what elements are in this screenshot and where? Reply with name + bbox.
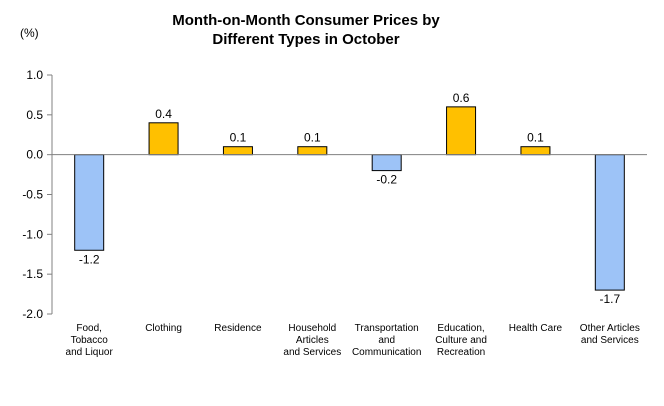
data-label-7: -1.7 bbox=[599, 292, 620, 306]
x-tick-label-line: Articles bbox=[296, 335, 329, 346]
data-label-0: -1.2 bbox=[79, 252, 100, 266]
bar-3 bbox=[297, 146, 328, 156]
data-label-3: 0.1 bbox=[304, 131, 321, 145]
x-tick-label-line: Food, bbox=[76, 323, 102, 334]
x-tick-label-line: Other Articles bbox=[580, 323, 640, 334]
bar-0 bbox=[74, 154, 105, 251]
x-tick-label-line: Household bbox=[288, 323, 336, 334]
x-tick-label-line: and Services bbox=[581, 335, 639, 346]
chart-title-line-2: Different Types in October bbox=[212, 31, 399, 48]
x-tick-label-line: Transportation bbox=[355, 323, 419, 334]
bars-group bbox=[74, 106, 625, 291]
x-tick-label-line: Communication bbox=[352, 347, 421, 358]
data-label-6: 0.1 bbox=[527, 131, 544, 145]
data-labels-group: -1.2 0.4 0.1 0.1 -0.2 0.6 0.1 -1.7 bbox=[79, 91, 621, 306]
x-tick-label-line: Residence bbox=[214, 323, 262, 334]
data-label-1: 0.4 bbox=[155, 107, 172, 121]
y-tick-label: -0.5 bbox=[22, 188, 43, 202]
y-tick-label: -1.5 bbox=[22, 267, 43, 281]
bar-4 bbox=[371, 154, 402, 172]
x-tick-label-line: Tobacco bbox=[71, 335, 109, 346]
x-tick-label-line: Health Care bbox=[509, 323, 563, 334]
x-tick-label-line: and Services bbox=[283, 347, 341, 358]
y-unit-label: (%) bbox=[20, 26, 39, 40]
y-tick-label: 0.5 bbox=[26, 108, 43, 122]
x-tick-label-6: Health Care bbox=[509, 323, 563, 334]
x-tick-label-line: and Liquor bbox=[66, 347, 114, 358]
bar-5 bbox=[446, 106, 477, 156]
x-tick-label-1: Clothing bbox=[145, 323, 182, 334]
bar-1 bbox=[148, 122, 179, 156]
bar-6 bbox=[520, 146, 551, 156]
y-tick-label: 0.0 bbox=[26, 148, 43, 162]
y-axis: -2.0 -1.5 -1.0 -0.5 0.0 0.5 1.0 bbox=[22, 68, 53, 321]
x-tick-label-line: and bbox=[378, 335, 395, 346]
x-tick-label-2: Residence bbox=[214, 323, 262, 334]
data-label-5: 0.6 bbox=[453, 91, 470, 105]
y-tick-label: -2.0 bbox=[22, 307, 43, 321]
bar-7 bbox=[594, 154, 625, 291]
y-tick-label: 1.0 bbox=[26, 68, 43, 82]
x-tick-label-line: Clothing bbox=[145, 323, 182, 334]
data-label-4: -0.2 bbox=[376, 173, 397, 187]
x-tick-label-line: Recreation bbox=[437, 347, 485, 358]
data-label-2: 0.1 bbox=[230, 131, 247, 145]
y-tick-label: -1.0 bbox=[22, 227, 43, 241]
bar-2 bbox=[222, 146, 253, 156]
x-tick-label-line: Education, bbox=[437, 323, 484, 334]
x-tick-label-line: Culture and bbox=[435, 335, 487, 346]
chart-title-line-1: Month-on-Month Consumer Prices by bbox=[172, 12, 440, 29]
